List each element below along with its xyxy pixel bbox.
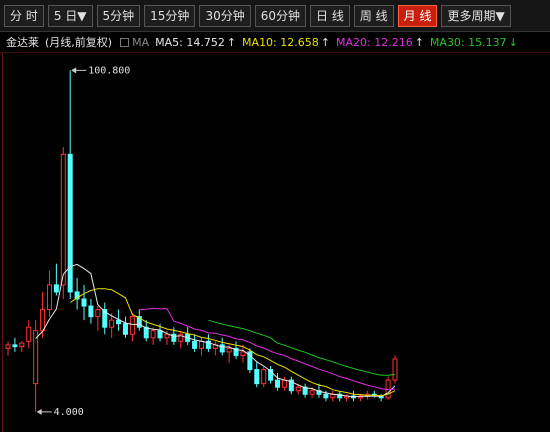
ma-line bbox=[139, 307, 396, 391]
candle-body bbox=[157, 330, 163, 339]
period-tab[interactable]: 5 日▼ bbox=[47, 4, 93, 27]
period-tab[interactable]: 分 时 bbox=[4, 4, 44, 27]
candle-body bbox=[116, 319, 122, 325]
candle-body bbox=[275, 379, 281, 388]
candle-body bbox=[199, 340, 204, 349]
candle-body bbox=[95, 309, 101, 318]
candle-body bbox=[88, 305, 94, 318]
candle-body bbox=[268, 369, 274, 381]
legend-entry: MA20: 12.216 ↑ bbox=[336, 36, 424, 49]
legend-label: MA5: 14.752 bbox=[155, 35, 225, 49]
legend-trend: ↑ bbox=[320, 35, 330, 49]
candle-body bbox=[40, 309, 46, 332]
period-tab[interactable]: 5分钟 bbox=[96, 4, 141, 27]
period-tab[interactable]: 30分钟 bbox=[199, 4, 251, 27]
period-tab[interactable]: 15分钟 bbox=[144, 4, 196, 27]
ma-line bbox=[69, 288, 396, 397]
legend-label: MA20: 12.216 bbox=[335, 35, 413, 49]
period-tab[interactable]: 月 线 bbox=[397, 4, 438, 27]
legend-entry: MA5: 14.752 ↑ bbox=[155, 36, 236, 49]
legend-trend: ↑ bbox=[414, 35, 424, 49]
legend-label: MA30: 15.137 bbox=[429, 35, 507, 49]
period-tab[interactable]: 60分钟 bbox=[254, 4, 306, 27]
candle-body bbox=[26, 326, 32, 342]
legend-trend: ↑ bbox=[226, 35, 237, 49]
legend-entry: MA10: 12.658 ↑ bbox=[242, 36, 330, 49]
candle-body bbox=[288, 379, 294, 392]
candle-body bbox=[226, 347, 232, 353]
candle-body bbox=[233, 347, 239, 356]
candle-body bbox=[281, 379, 287, 388]
candle-body bbox=[337, 393, 343, 399]
candle-body bbox=[164, 333, 170, 339]
candle-body bbox=[53, 284, 59, 293]
candle-body bbox=[178, 333, 184, 342]
candle-body bbox=[261, 369, 267, 385]
candle-body bbox=[247, 351, 253, 371]
indicator-name: MA bbox=[132, 35, 150, 49]
candle-body bbox=[385, 379, 391, 399]
legend: 金达莱 (月线,前复权) MA MA5: 14.752 ↑ MA10: 12.658… bbox=[6, 33, 518, 51]
candle-body bbox=[143, 326, 149, 339]
legend-trend: ↓ bbox=[508, 35, 518, 49]
candle-body bbox=[12, 344, 18, 348]
candle-body bbox=[254, 369, 260, 385]
candle-body bbox=[60, 153, 66, 286]
candle-body bbox=[295, 386, 301, 392]
candle-body bbox=[102, 309, 108, 328]
candle-body bbox=[323, 393, 329, 399]
period-tab[interactable]: 更多周期▼ bbox=[441, 4, 511, 27]
ma-line bbox=[208, 319, 396, 376]
legend-label: MA10: 12.658 bbox=[242, 35, 319, 49]
period-tab[interactable]: 日 线 bbox=[310, 4, 350, 27]
legend-entry: MA30: 15.137 ↓ bbox=[430, 36, 518, 49]
candle-body bbox=[136, 316, 142, 328]
annotation-label: 100.800 bbox=[88, 65, 130, 76]
candle-body bbox=[192, 340, 198, 349]
period-tab[interactable]: 周 线 bbox=[353, 4, 394, 27]
annotation-arrowhead bbox=[71, 67, 77, 74]
candle-body bbox=[74, 291, 80, 300]
candle-body bbox=[109, 319, 115, 328]
candle-body bbox=[33, 330, 39, 385]
candle-body bbox=[205, 340, 211, 349]
candle-body bbox=[5, 344, 11, 349]
candle-body bbox=[67, 153, 73, 293]
candle-body bbox=[122, 323, 128, 335]
candle-body bbox=[392, 358, 398, 381]
candle-body bbox=[19, 342, 25, 348]
candle-body bbox=[309, 390, 315, 395]
candle-body bbox=[171, 333, 177, 342]
candle-body bbox=[81, 298, 87, 307]
candle-body bbox=[219, 344, 225, 353]
candle-body bbox=[316, 390, 322, 395]
stock-name: 金达莱 bbox=[6, 36, 39, 49]
ma-line bbox=[35, 263, 396, 398]
candle-body bbox=[240, 351, 246, 356]
annotation-label: 4.000 bbox=[54, 407, 84, 418]
annotation-arrowhead bbox=[36, 408, 42, 415]
candle-body bbox=[129, 316, 135, 335]
candle-body bbox=[46, 284, 52, 311]
period-label: (月线,前复权) bbox=[45, 36, 113, 49]
candle-body bbox=[302, 386, 308, 395]
candle-body bbox=[150, 330, 156, 339]
indicator-box bbox=[120, 37, 130, 47]
